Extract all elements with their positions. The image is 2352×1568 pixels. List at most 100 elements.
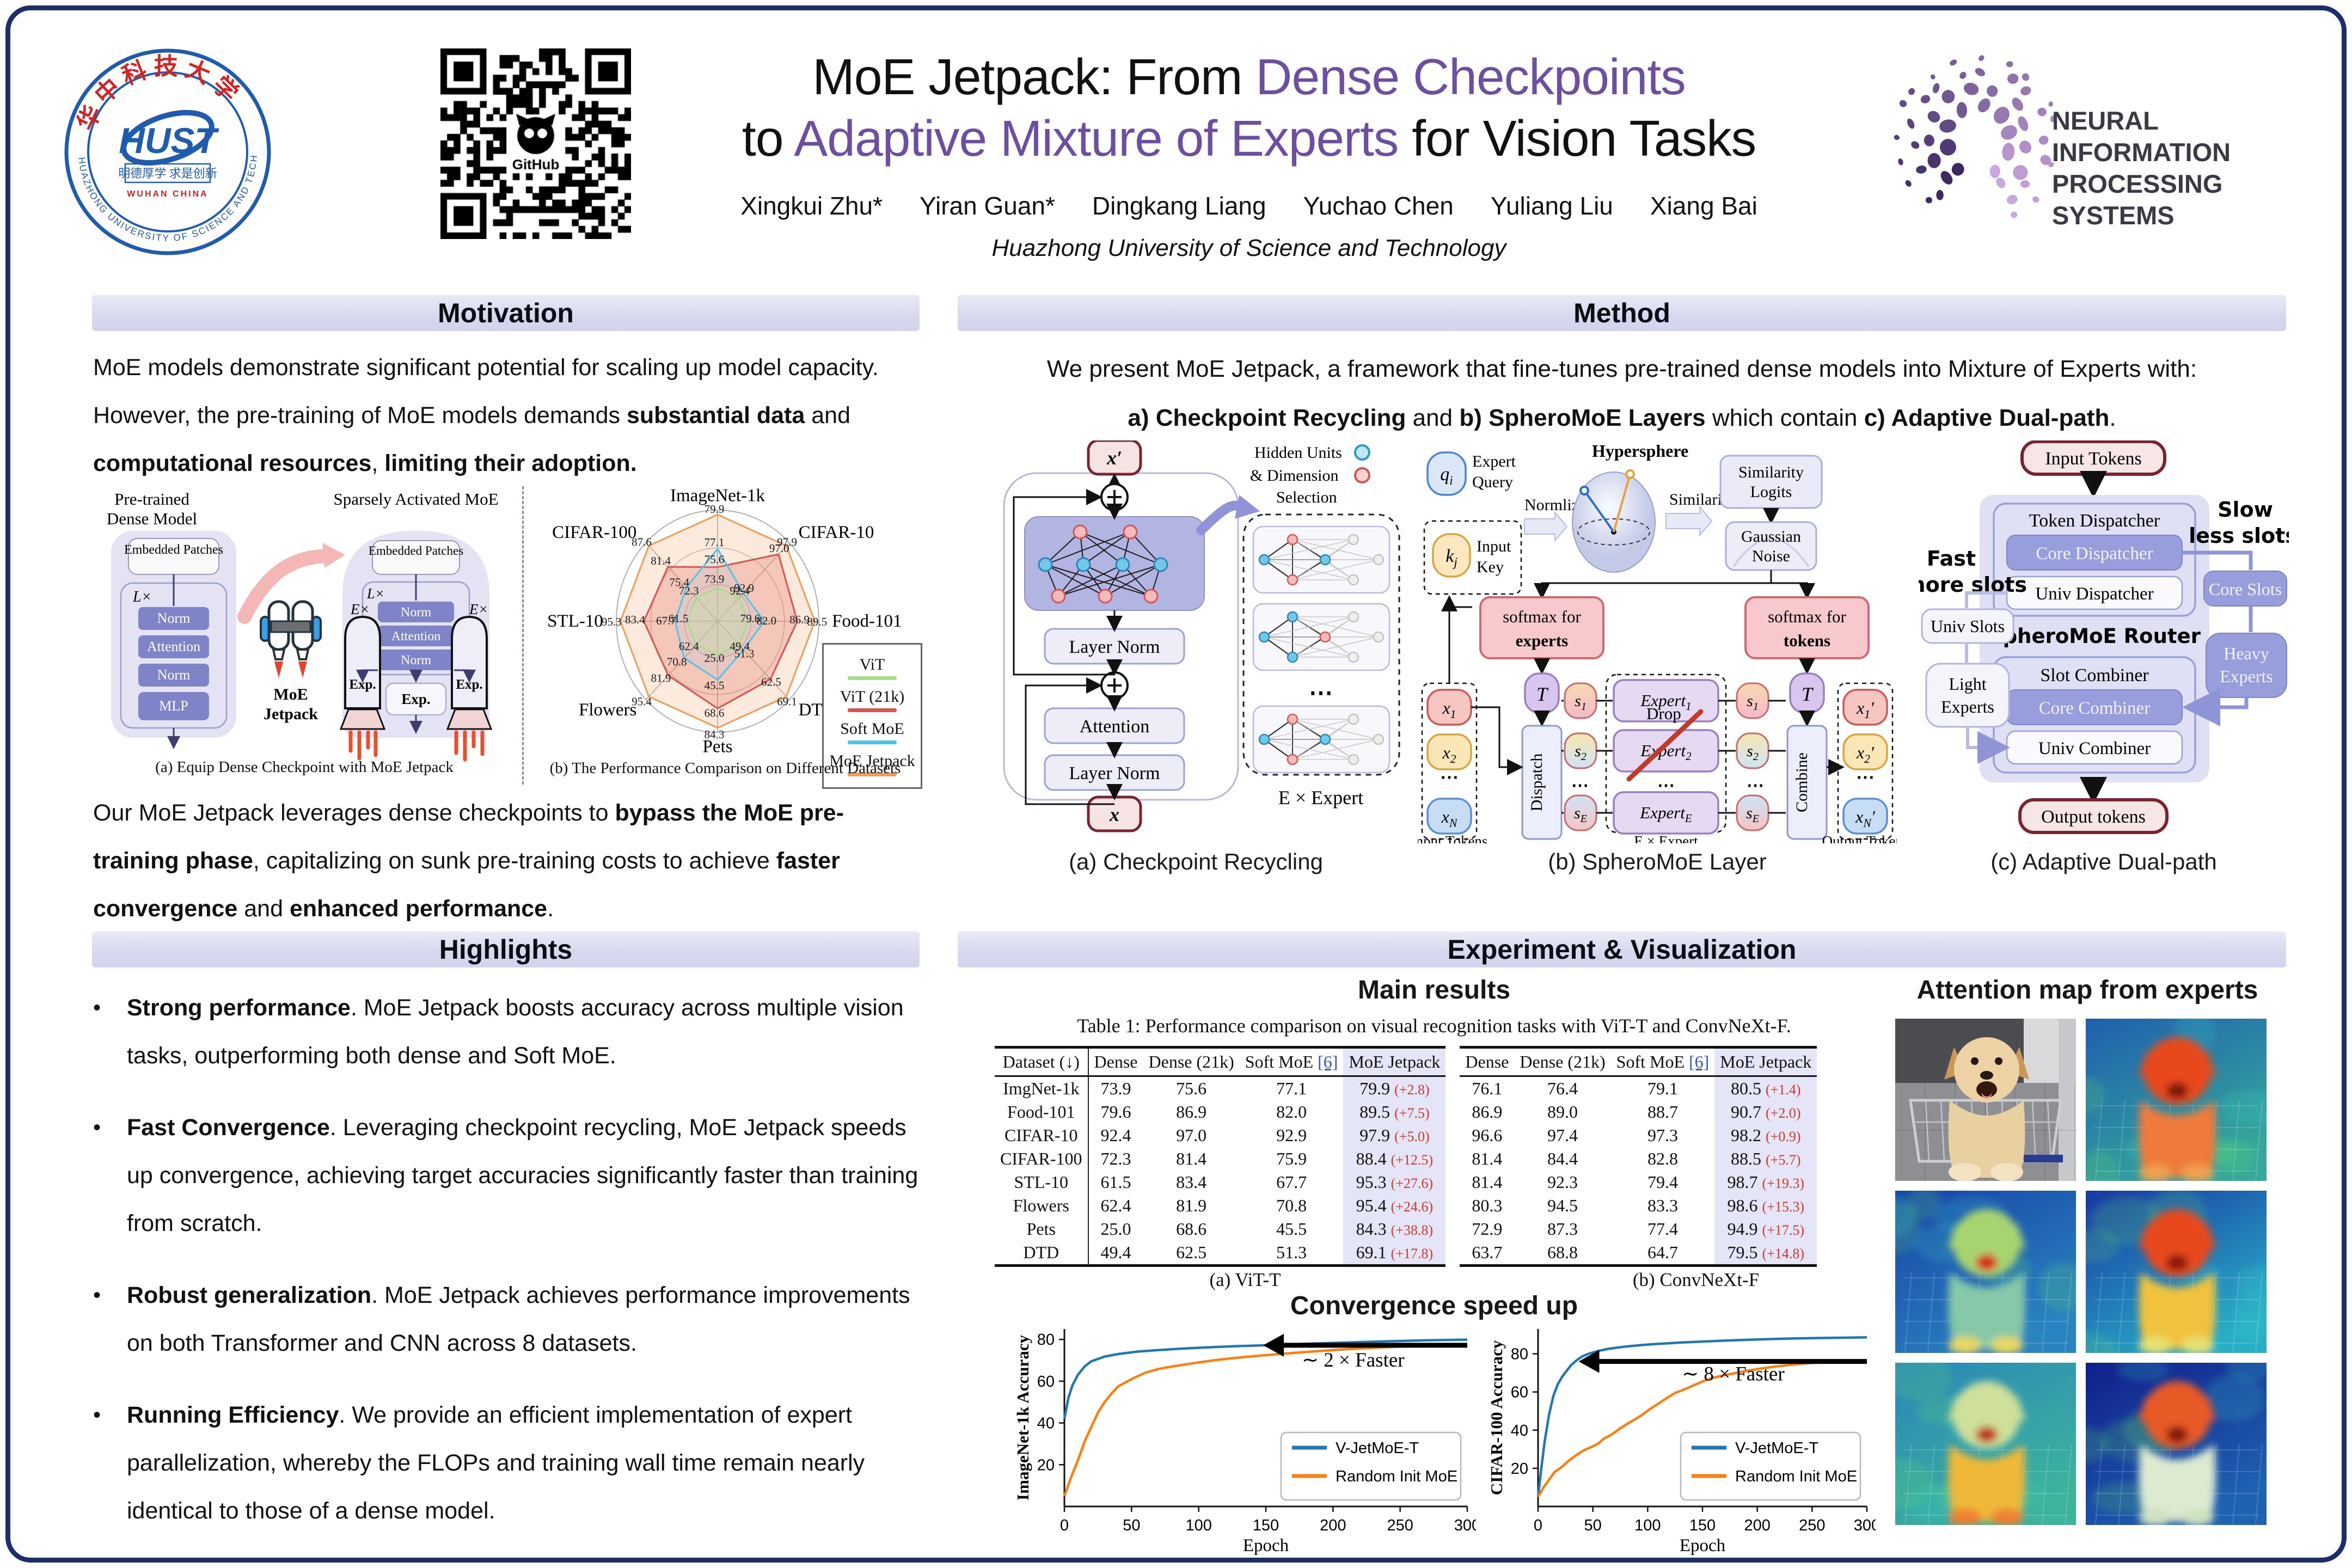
svg-text:Input Tokens: Input Tokens	[1418, 833, 1487, 843]
table-row: Flowers 62.4 81.9 70.8 95.4 (+24.6)	[995, 1194, 1446, 1217]
highlight-item: • Running Efficiency. We provide an effic…	[93, 1402, 865, 1524]
svg-text:Epoch: Epoch	[1680, 1536, 1726, 1555]
radar-value-label: 72.3	[679, 584, 699, 597]
cell-value: 81.4	[1472, 1149, 1503, 1168]
github-qr-code[interactable]	[440, 48, 631, 239]
svg-text:Query: Query	[1472, 473, 1513, 491]
svg-text:300: 300	[1854, 1517, 1876, 1534]
highlight-item: • Strong performance. MoE Jetpack boosts …	[93, 995, 904, 1069]
radar-axis-label: ImageNet-1k	[670, 486, 765, 505]
svg-text:x′: x′	[1106, 447, 1122, 469]
method-intro-line2: a) Checkpoint Recycling and b) SpheroMoE…	[1128, 405, 2116, 431]
citation-ref[interactable]: [6]	[1318, 1052, 1338, 1071]
series-v-jetmoe-t	[1063, 1338, 1468, 1419]
neurips-text-line1: NEURAL INFORMATION	[2052, 106, 2231, 167]
cell-dataset: STL-10	[995, 1171, 1089, 1194]
author-name: Yuchao Chen	[1303, 192, 1454, 220]
svg-text:L×: L×	[366, 586, 384, 602]
svg-text:Norm: Norm	[401, 653, 431, 667]
cell-moe-jetpack: 89.5 (+7.5)	[1343, 1100, 1446, 1124]
cell-value: 72.3	[1100, 1149, 1131, 1168]
radar-value-label: 79.9	[705, 503, 725, 516]
highlights-list: • Strong performance. MoE Jetpack boosts …	[93, 984, 925, 1559]
cell-value: 92.9	[1276, 1125, 1307, 1145]
radar-value-label: 84.3	[705, 728, 725, 741]
svg-text:s1: s1	[1575, 692, 1587, 713]
radar-value-label: 25.0	[705, 651, 725, 664]
cell-value: 92.3	[1547, 1172, 1578, 1192]
radar-value-label: 83.4	[625, 613, 645, 626]
title-block: MoE Jetpack: From Dense Checkpoints to A…	[631, 46, 1867, 262]
table-row: Food-101 79.6 86.9 82.0 89.5 (+7.5)	[995, 1100, 1446, 1124]
svg-text:0: 0	[1534, 1517, 1542, 1534]
svg-text:Exp.: Exp.	[401, 691, 430, 707]
svg-text:Dispatch: Dispatch	[1528, 754, 1546, 812]
cell-value: 77.4	[1647, 1219, 1678, 1239]
radar-value-label: 75.4	[669, 576, 689, 589]
convergence-heading: Convergence speed up	[1290, 1291, 1578, 1320]
cell-value: 63.7	[1472, 1242, 1503, 1262]
radar-series-moe-jetpack	[619, 513, 816, 729]
chart-convergence-cifar: 0 50 100 150 200 250 300 20 40 60 80 Epoch CIFAR-100…	[1484, 1321, 1880, 1564]
cell-dataset: Pets	[995, 1217, 1089, 1241]
radar-value-label: 73.9	[705, 573, 725, 586]
radar-legend: ViT ViT (21k) Soft MoE MoE Jetpack	[822, 643, 922, 789]
cell-dataset: CIFAR-100	[995, 1147, 1089, 1171]
cell-value: 83.3	[1647, 1196, 1678, 1215]
radar-value-label: 75.6	[705, 553, 725, 566]
radar-value-label: 70.8	[667, 655, 687, 668]
svg-text:softmax for: softmax for	[1503, 607, 1581, 626]
author-name: Dingkang Liang	[1092, 192, 1266, 220]
method-intro-line1: We present MoE Jetpack, a framework that…	[1046, 356, 2197, 382]
svg-text:Norm: Norm	[157, 667, 191, 683]
radar-value-label: 69.1	[777, 695, 797, 708]
table-row: 63.7 68.8 64.7 79.5 (+14.8)	[1460, 1241, 1817, 1266]
hust-city: WUHAN CHINA	[127, 189, 208, 199]
legend-label: V-JetMoE-T	[1735, 1440, 1818, 1457]
svg-text:x: x	[1109, 804, 1119, 825]
cell-moe-jetpack: 84.3 (+38.8)	[1343, 1217, 1446, 1241]
svg-text:Fast: Fast	[1927, 547, 1976, 571]
svg-text:Expert1: Expert1	[1640, 691, 1691, 713]
svg-text:Key: Key	[1477, 558, 1504, 576]
cell-value: 86.9	[1176, 1102, 1207, 1122]
svg-text:300: 300	[1454, 1517, 1476, 1534]
svg-text:60: 60	[1037, 1373, 1055, 1391]
cell-moe-jetpack: 95.4 (+24.6)	[1343, 1194, 1446, 1217]
section-header-highlights: Highlights	[92, 932, 920, 967]
col-header: Soft MoE [6]	[1245, 1052, 1338, 1071]
col-header: Dense	[1094, 1052, 1138, 1071]
svg-text:Univ Slots: Univ Slots	[1931, 616, 2005, 636]
svg-text:⋯: ⋯	[1309, 679, 1333, 706]
cell-value: 89.0	[1547, 1102, 1578, 1122]
table-row: CIFAR-100 72.3 81.4 75.9 88.4 (+12.5)	[995, 1147, 1446, 1171]
svg-text:⋯: ⋯	[1440, 767, 1459, 788]
section-header-motivation: Motivation	[92, 295, 920, 331]
svg-text:150: 150	[1253, 1517, 1279, 1534]
table-row: Pets 25.0 68.6 45.5 84.3 (+38.8)	[995, 1217, 1446, 1241]
cell-value: 68.8	[1547, 1242, 1578, 1262]
svg-text:Expert: Expert	[1472, 452, 1516, 470]
diagram-checkpoint-recycling: x′ x Layer Norm Attention Layer Norm Hidden U…	[988, 439, 1404, 843]
svg-text:50: 50	[1123, 1517, 1140, 1534]
cell-value: 49.4	[1100, 1242, 1131, 1262]
svg-text:Attention: Attention	[391, 629, 441, 644]
cell-dataset: Flowers	[995, 1194, 1089, 1217]
section-header-experiment: Experiment & Visualization	[958, 932, 2286, 967]
radar-series-vit	[686, 587, 749, 656]
radar-value-label: 95.4	[632, 695, 652, 708]
cell-value: 62.5	[1176, 1242, 1207, 1262]
svg-text:sE: sE	[1746, 804, 1759, 825]
citation-ref[interactable]: [6]	[1688, 1052, 1710, 1071]
table-row: 86.9 89.0 88.7 90.7 (+2.0)	[1460, 1100, 1817, 1124]
col-header: Dense (21k)	[1148, 1052, 1234, 1071]
table-convnext-f: Dense Dense (21k) Soft MoE [6] MoE Jetpack 7…	[1460, 1046, 1817, 1267]
original-photo	[1895, 1019, 2076, 1181]
expert-rocket-right: E× Exp.	[446, 601, 493, 762]
svg-text:⋯: ⋯	[1747, 775, 1764, 795]
svg-text:40: 40	[1037, 1415, 1055, 1432]
svg-text:Epoch: Epoch	[1243, 1536, 1289, 1555]
hust-logo: 华中科技大学 HUAZHONG UNIVERSITY OF SCIENCE AN…	[62, 46, 271, 255]
svg-text:Combine: Combine	[1793, 752, 1811, 812]
svg-text:Input Tokens: Input Tokens	[2045, 449, 2141, 469]
